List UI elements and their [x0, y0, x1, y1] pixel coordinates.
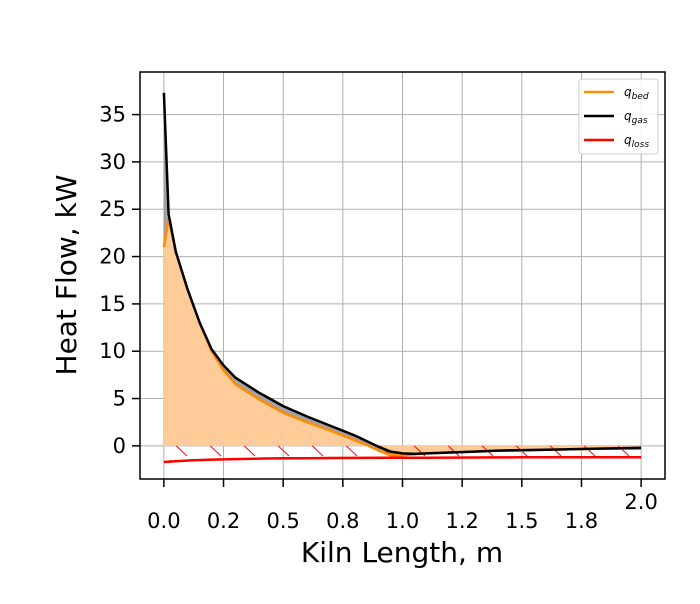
x-axis-title: Kiln Length, m	[301, 536, 503, 569]
x-tick-label: 2.0	[624, 490, 657, 514]
x-tick-label: 1.8	[565, 509, 598, 533]
axis-ticks: 0.0 0.2 0.5 0.8 1.0 1.2 1.5 1.8 2.0 0 5 10 15 20 25 30 3…	[99, 103, 658, 533]
bed-heat-area	[163, 218, 642, 456]
y-tick-label: 20	[99, 245, 126, 269]
y-tick-label: 25	[99, 197, 126, 221]
x-tick-label: 0.8	[326, 509, 359, 533]
x-tick-label: 1.5	[505, 509, 538, 533]
series-lines	[162, 92, 642, 464]
y-tick-label: 15	[99, 292, 126, 316]
x-tick-label: 0.0	[147, 509, 180, 533]
y-tick-label: 30	[99, 150, 126, 174]
x-tick-label: 0.5	[266, 509, 299, 533]
series-line-q-loss	[163, 455, 642, 464]
y-tick-label: 35	[99, 103, 126, 127]
y-axis-title: Heat Flow, kW	[50, 175, 83, 376]
series-line-q-gas	[162, 92, 642, 456]
x-tick-label: 1.0	[386, 509, 419, 533]
y-tick-label: 5	[113, 387, 126, 411]
y-tick-label: 10	[99, 339, 126, 363]
x-tick-label: 1.2	[445, 509, 478, 533]
y-tick-label: 0	[113, 434, 126, 458]
x-tick-label: 0.2	[207, 509, 240, 533]
legend-box	[578, 78, 659, 155]
